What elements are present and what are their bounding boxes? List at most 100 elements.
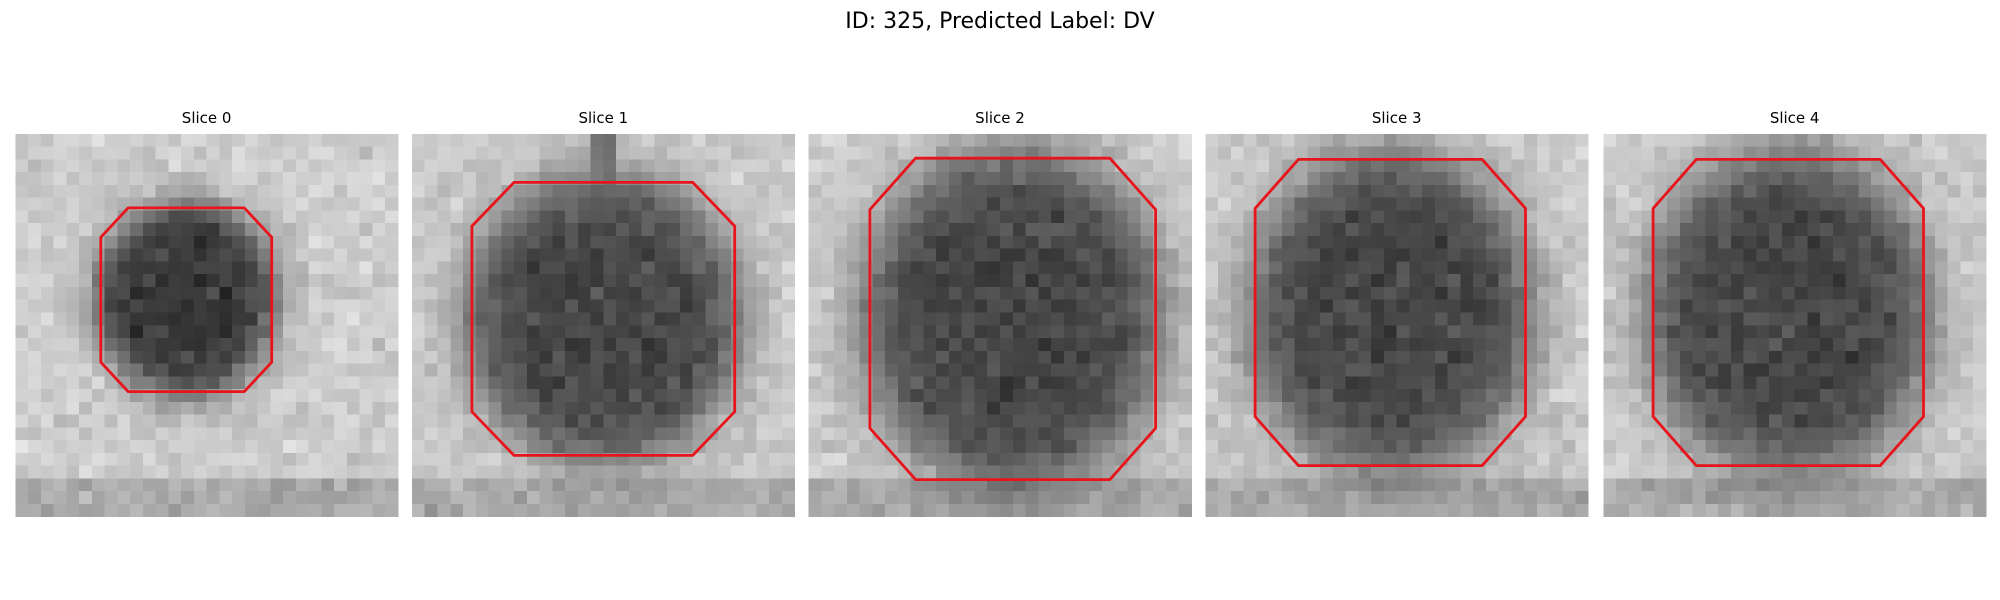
pixel [781,184,796,199]
pixel [1332,363,1347,377]
pixel [1973,414,1987,428]
pixel [897,235,912,250]
pixel [1102,133,1116,148]
pixel [1307,172,1321,186]
pixel [603,363,617,377]
pixel [539,210,553,224]
pixel [1947,235,1961,250]
pixel [1743,350,1757,365]
pixel [1536,401,1551,416]
pixel [1230,376,1245,390]
pixel [1000,235,1014,250]
pixel [53,159,67,173]
pixel [769,286,783,301]
pixel [130,350,144,365]
pixel [28,299,42,313]
pixel [270,159,284,173]
pixel [1562,312,1576,326]
pixel [308,146,322,160]
pixel [1332,172,1347,186]
pixel [616,223,630,237]
pixel [1063,376,1078,390]
pixel [1371,133,1385,148]
pixel [117,172,131,186]
pixel [1536,440,1551,454]
pixel [1616,133,1630,148]
pixel [450,478,464,492]
pixel [897,299,912,313]
pixel [1794,248,1808,262]
pixel [781,503,796,518]
pixel [539,465,553,479]
pixel [53,197,67,211]
pixel [1409,338,1423,352]
pixel [526,286,541,301]
pixel [1051,197,1065,211]
pixel [1883,133,1898,148]
pixel [1820,312,1834,326]
pixel [1705,286,1719,301]
pixel [66,223,80,237]
pixel [1692,465,1706,479]
pixel [808,427,822,441]
pixel [1332,159,1347,173]
pixel [1807,286,1821,301]
pixel [1178,503,1192,518]
pixel [91,261,106,275]
pixel [1562,299,1576,313]
pixel [1165,312,1180,326]
pixel [117,376,131,390]
pixel [142,503,157,518]
pixel [577,478,592,492]
pixel [1089,350,1103,365]
pixel [1332,414,1347,428]
pixel [15,350,29,365]
pixel [117,491,131,505]
pixel [28,478,42,492]
pixel [781,465,796,479]
pixel [155,223,169,237]
pixel [885,325,899,339]
pixel [808,223,822,237]
pixel [936,389,950,403]
pixel [897,274,912,288]
pixel [475,286,490,301]
pixel [1896,465,1910,479]
pixel [872,248,886,262]
pixel [948,440,963,454]
pixel [283,325,297,339]
pixel [834,414,848,428]
pixel [885,491,899,505]
pixel [1383,274,1398,288]
pixel [1654,133,1668,148]
pixel [181,184,195,199]
pixel [1025,146,1039,160]
pixel [1076,325,1090,339]
pixel [1025,440,1039,454]
pixel [501,325,515,339]
pixel [1922,376,1936,390]
pixel [40,427,55,441]
pixel [359,184,373,199]
pixel [590,274,604,288]
pixel [1320,159,1334,173]
pixel [411,363,426,377]
pixel [219,261,233,275]
pixel [346,389,361,403]
pixel [974,146,988,160]
pixel [501,363,515,377]
pixel [974,286,988,301]
pixel [1718,440,1732,454]
pixel [1883,350,1898,365]
pixel [590,363,604,377]
pixel [1536,133,1551,148]
pixel [1178,452,1192,467]
contour [99,206,274,394]
pixel [28,197,42,211]
pixel [15,427,29,441]
pixel [846,133,861,148]
pixel [987,312,1001,326]
pixel [1616,363,1630,377]
pixel [1575,312,1589,326]
pixel [385,299,399,313]
